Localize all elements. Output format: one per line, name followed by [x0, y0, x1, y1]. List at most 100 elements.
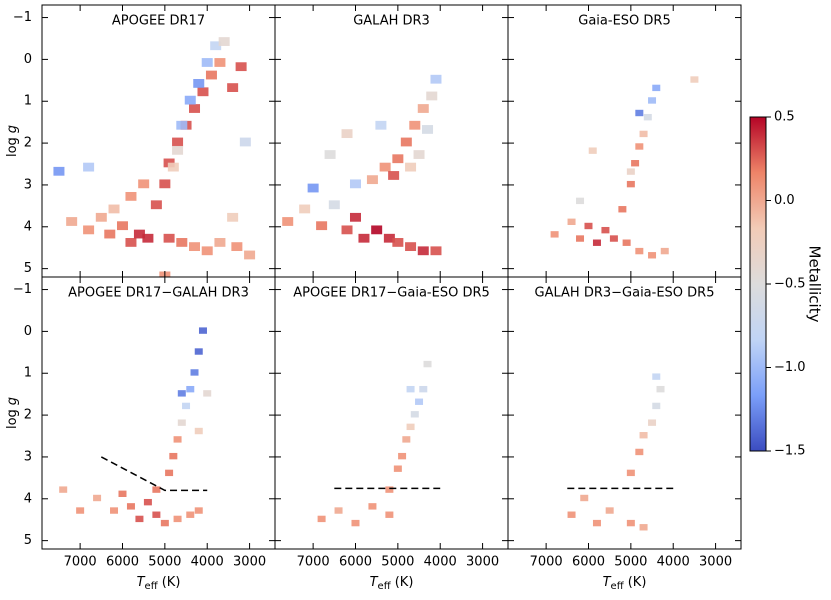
data-point	[125, 238, 137, 247]
data-point	[189, 242, 201, 252]
data-point	[53, 166, 65, 176]
panel-title: APOGEE DR17	[112, 14, 205, 29]
data-point	[375, 120, 387, 130]
data-point	[626, 519, 635, 527]
x-tick-label: 5000	[381, 555, 414, 570]
data-point	[194, 507, 203, 514]
data-point	[118, 490, 127, 497]
data-point	[392, 154, 404, 164]
data-point	[652, 84, 661, 92]
data-point	[239, 137, 251, 147]
axes-frame	[507, 4, 742, 278]
y-label-text: log	[5, 409, 20, 429]
data-point	[177, 419, 186, 426]
data-point	[177, 390, 186, 397]
data-point	[135, 515, 144, 523]
data-point	[426, 91, 438, 101]
data-point	[405, 162, 417, 172]
data-point	[609, 235, 618, 242]
data-point	[142, 233, 154, 243]
data-point	[152, 511, 161, 518]
panel-title: GALAH DR3−Gaia-ESO DR5	[535, 286, 715, 301]
data-point	[430, 246, 442, 256]
data-point	[379, 162, 391, 172]
plot-area	[317, 360, 441, 527]
data-point	[227, 212, 239, 222]
data-point	[282, 217, 294, 226]
x-tick-label: 4000	[657, 555, 690, 570]
data-point	[176, 238, 188, 247]
data-point	[405, 242, 417, 252]
x-axis-label: Teff (K)	[137, 575, 181, 593]
data-point	[576, 197, 585, 205]
panel: 7000 6000 5000 4000 3000 −1 0 1 2 3 4 5 APOGEE DR17−…	[5, 276, 276, 593]
data-point	[316, 221, 328, 231]
data-point	[205, 70, 217, 80]
y-tick-label: 1	[24, 94, 32, 109]
y-tick-label: −1	[13, 282, 32, 297]
panel: 7000 6000 5000 4000 3000 GALAH DR3−Gaia-ESO D…	[507, 276, 742, 593]
data-point	[214, 58, 226, 67]
x-tick-label: 3000	[233, 555, 266, 570]
y-tick-label: 5	[24, 261, 32, 276]
x-label-subscript: eff	[611, 581, 625, 592]
data-point	[173, 515, 182, 523]
data-point	[194, 348, 203, 355]
data-point	[576, 235, 585, 242]
y-tick-label: 0	[24, 52, 32, 67]
plot-area	[550, 76, 699, 259]
data-point	[639, 130, 648, 138]
x-tick-label: 6000	[339, 555, 372, 570]
data-point	[592, 239, 601, 246]
x-tick-label: 7000	[297, 555, 330, 570]
data-point	[417, 104, 429, 113]
data-point	[422, 125, 434, 134]
data-point	[402, 436, 411, 443]
plot-area	[59, 327, 212, 527]
colorbar-tick-label: −1.0	[774, 360, 806, 375]
data-point	[104, 229, 116, 239]
x-tick-label: 7000	[530, 555, 563, 570]
data-point	[201, 58, 213, 67]
data-point	[388, 171, 400, 180]
data-point	[690, 76, 699, 83]
panel-title: APOGEE DR17−Gaia-ESO DR5	[293, 286, 490, 301]
data-point	[385, 486, 394, 493]
data-point	[172, 145, 184, 155]
data-point	[648, 252, 657, 259]
data-point	[110, 507, 119, 514]
data-point	[299, 204, 311, 214]
data-point	[152, 486, 161, 493]
x-label-unit: (K)	[624, 575, 647, 590]
data-point	[163, 233, 175, 243]
x-tick-label: 5000	[614, 555, 647, 570]
data-point	[588, 147, 597, 154]
y-tick-label: 2	[24, 136, 32, 151]
data-point	[126, 503, 135, 510]
data-point	[635, 448, 644, 456]
plot-area	[53, 37, 256, 277]
data-point	[622, 239, 631, 246]
x-axis-label: Teff (K)	[603, 575, 647, 593]
data-point	[349, 212, 361, 222]
data-point	[341, 129, 353, 139]
data-point	[417, 246, 429, 256]
data-point	[169, 452, 178, 460]
axes-frame	[507, 276, 742, 550]
data-point	[317, 515, 326, 523]
y-label-text: log	[5, 137, 20, 157]
plot-area	[282, 74, 442, 256]
y-label-var: g	[5, 125, 20, 133]
panel: Gaia-ESO DR5	[507, 4, 742, 278]
data-point	[150, 200, 162, 210]
data-point	[59, 486, 68, 493]
x-label-unit: (K)	[158, 575, 181, 590]
data-point	[584, 222, 593, 230]
data-point	[635, 247, 644, 255]
data-point	[186, 511, 195, 518]
data-point	[328, 200, 340, 210]
data-point	[652, 402, 661, 410]
data-point	[601, 226, 610, 234]
colorbar-label: Metallicity	[806, 246, 824, 323]
